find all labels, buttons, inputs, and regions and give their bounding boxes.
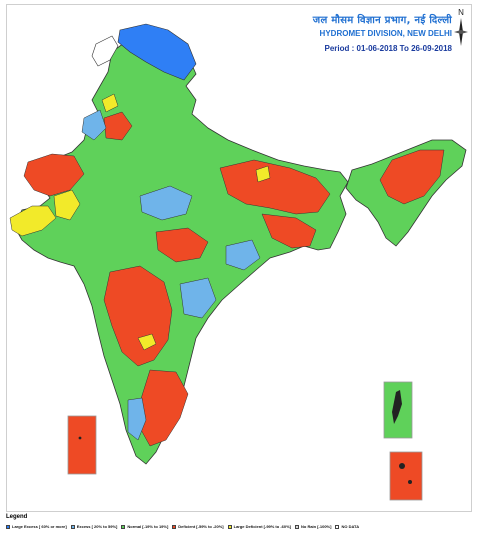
title-hindi: जल मौसम विज्ञान प्रभाग, नई दिल्ली xyxy=(312,15,452,26)
legend-label: Excess [ 20% to 59%] xyxy=(76,524,118,529)
map-frame xyxy=(6,4,472,512)
north-label: N xyxy=(458,8,464,17)
large-excess-north xyxy=(117,23,197,81)
legend-item-large-excess: Large Excess [ 60% or more] xyxy=(6,524,67,529)
legend-item-large-deficient: Large Deficient [-99% to -60%] xyxy=(227,524,291,529)
deficient-northeast xyxy=(379,149,445,205)
inset-lakshadweep xyxy=(67,415,97,475)
excess-telangana xyxy=(225,239,261,271)
andaman-islands xyxy=(392,390,402,424)
period-text: Period : 01-06-2018 To 26-09-2018 xyxy=(324,44,452,53)
large-deficient-kutch xyxy=(9,205,57,237)
deficient-central-east xyxy=(219,159,331,215)
large-deficient-uttarakhand xyxy=(101,93,119,113)
title-english: HYDROMET DIVISION, NEW DELHI xyxy=(319,29,452,38)
excess-kerala xyxy=(127,397,147,441)
legend-swatch xyxy=(227,524,232,529)
legend-item-no-rain: No Rain [-100%] xyxy=(295,524,331,529)
legend-label: Normal [-19% to 19%] xyxy=(127,524,169,529)
nicobar-island-1 xyxy=(399,463,405,469)
legend-swatch xyxy=(70,524,75,529)
large-deficient-andhra xyxy=(137,333,157,351)
excess-madhya-pradesh xyxy=(139,185,193,221)
excess-rajasthan xyxy=(81,109,107,141)
legend-item-normal: Normal [-19% to 19%] xyxy=(121,524,168,529)
deficient-punjab xyxy=(103,111,133,141)
legend-swatch xyxy=(335,524,340,529)
large-deficient-saurashtra xyxy=(53,189,81,221)
lakshadweep-island xyxy=(78,436,82,440)
legend-item-deficient: Deficient [-59% to -20%] xyxy=(172,524,224,529)
deficient-gujarat xyxy=(23,153,85,197)
legend-item-no-data: NO DATA xyxy=(335,524,359,529)
excess-karnataka xyxy=(179,277,217,319)
legend: Legend Large Excess [ 60% or more] Exces… xyxy=(6,514,474,529)
legend-title: Legend xyxy=(6,514,28,520)
legend-label: NO DATA xyxy=(341,524,360,529)
map-header: जल मौसम विज्ञान प्रभाग, नई दिल्ली HYDROM… xyxy=(313,12,452,53)
legend-label: Large Excess [ 60% or more] xyxy=(12,524,67,529)
legend-swatch xyxy=(121,524,126,529)
north-arrow-icon: N xyxy=(454,8,468,46)
deficient-uttar-pradesh xyxy=(155,227,209,263)
inset-nicobar xyxy=(389,451,423,501)
deficient-south xyxy=(139,369,189,447)
deficient-bihar xyxy=(261,213,317,249)
legend-row: Large Excess [ 60% or more] Excess [ 20%… xyxy=(6,524,474,529)
no-data-north xyxy=(91,35,119,67)
legend-swatch xyxy=(295,524,299,529)
nicobar-island-2 xyxy=(408,480,412,484)
legend-item-excess: Excess [ 20% to 59%] xyxy=(70,524,118,529)
legend-swatch xyxy=(6,524,10,529)
legend-label: Deficient [-59% to -20%] xyxy=(178,524,224,529)
india-rainfall-map xyxy=(9,23,467,501)
legend-label: No Rain [-100%] xyxy=(301,524,332,529)
legend-label: Large Deficient [-99% to -60%] xyxy=(233,524,291,529)
legend-swatch xyxy=(172,524,177,529)
large-deficient-bengal xyxy=(255,165,271,183)
